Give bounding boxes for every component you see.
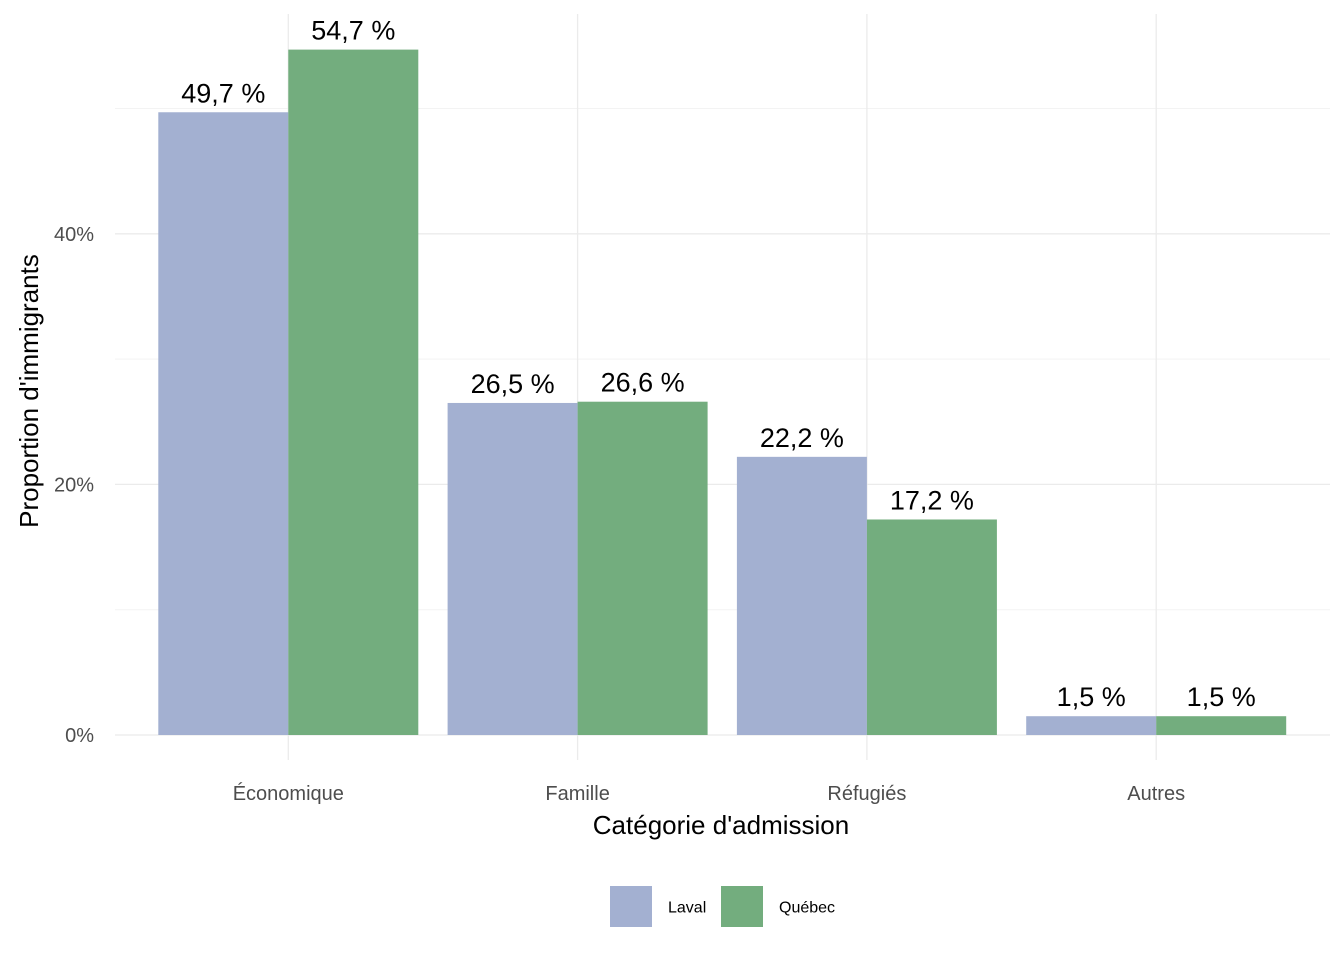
x-axis-title: Catégorie d'admission xyxy=(593,810,849,840)
bar-laval-2 xyxy=(447,402,578,735)
bar-value-label: 26,6 % xyxy=(601,368,685,398)
x-axis-ticks: Économique Famille Réfugiés Autres xyxy=(233,782,1185,805)
bar-value-label: 26,5 % xyxy=(471,369,555,399)
legend-label: Laval xyxy=(668,900,706,917)
x-tick-label: Économique xyxy=(233,782,344,805)
bar-qu-bec-4 xyxy=(1156,716,1287,735)
bar-qu-bec-3 xyxy=(866,519,997,735)
bar-value-label: 17,2 % xyxy=(890,485,974,515)
bar-value-label: 22,2 % xyxy=(760,423,844,453)
legend: Laval Québec xyxy=(610,886,835,927)
y-tick-label: 20% xyxy=(54,474,94,496)
legend-key-2 xyxy=(721,886,763,927)
bar-laval-3 xyxy=(736,456,867,735)
bar-value-label: 1,5 % xyxy=(1187,682,1256,712)
bar-laval-4 xyxy=(1026,716,1157,735)
bar-qu-bec-1 xyxy=(288,49,419,735)
x-tick-label: Autres xyxy=(1127,783,1185,805)
bar-value-label: 49,7 % xyxy=(181,78,265,108)
bar-value-label: 54,7 % xyxy=(311,16,395,46)
legend-label: Québec xyxy=(779,900,835,917)
y-axis-title: Proportion d'immigrants xyxy=(14,254,44,528)
y-axis-ticks: 0% 20% 40% xyxy=(54,224,94,747)
bar-labels: 49,7 % 26,5 % 22,2 % 1,5 % 54,7 % 26,6 % 17,2 … xyxy=(181,16,1255,713)
x-tick-label: Famille xyxy=(545,783,609,805)
legend-key-1 xyxy=(610,886,652,927)
bar-value-label: 1,5 % xyxy=(1057,682,1126,712)
y-tick-label: 40% xyxy=(54,224,94,246)
bar-laval-1 xyxy=(158,112,289,735)
x-tick-label: Réfugiés xyxy=(827,783,906,805)
bar-qu-bec-2 xyxy=(577,401,708,735)
y-tick-label: 0% xyxy=(65,725,94,747)
bars xyxy=(158,49,1287,735)
